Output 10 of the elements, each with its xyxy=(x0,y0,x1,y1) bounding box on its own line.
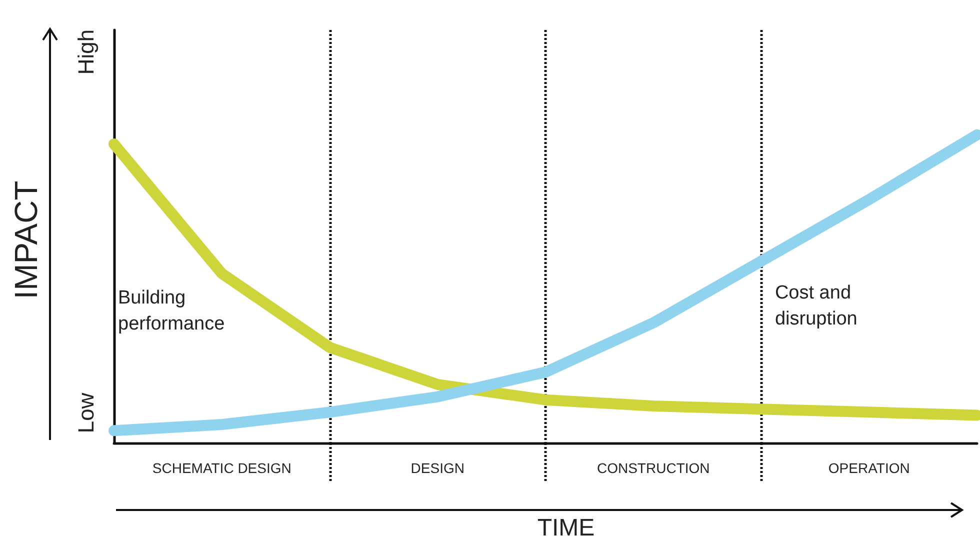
y-axis-title: IMPACT xyxy=(8,180,44,300)
text: Low xyxy=(74,392,98,434)
x-tick-label: DESIGN xyxy=(410,460,464,476)
series-label: Cost and disruption xyxy=(774,282,858,330)
x-axis-title: TIME xyxy=(537,514,595,542)
series-label: Building performance xyxy=(118,288,225,334)
x-tick-label: SCHEMATIC DESIGN xyxy=(152,460,292,476)
text: High xyxy=(74,29,98,75)
x-tick-label: OPERATION xyxy=(828,460,910,476)
x-tick-label: CONSTRUCTION xyxy=(596,460,710,476)
